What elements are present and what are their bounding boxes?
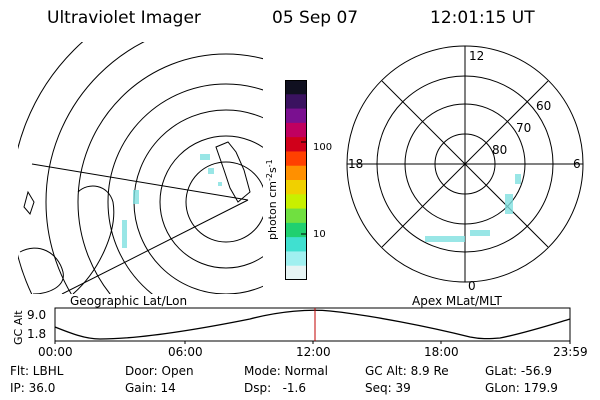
colorbar-segment <box>285 180 307 195</box>
coastline <box>215 141 251 203</box>
colorbar-segment <box>285 80 307 95</box>
colorbar-segment <box>285 137 307 152</box>
orbit-y-low: 1.8 <box>27 327 46 341</box>
glon-info: GLon: 179.9 <box>485 381 558 395</box>
colorbar-segment <box>285 208 307 224</box>
orbit-x-tick: 23:59 <box>553 345 588 359</box>
mlt-label-12: 12 <box>469 49 484 63</box>
date-label: 05 Sep 07 <box>272 8 359 28</box>
color-scale-unit: photon cm-2s-1 <box>265 159 279 240</box>
apex-polar-plot: 12 18 6 0 60 70 80 <box>346 45 584 293</box>
colorbar-segment <box>285 108 307 124</box>
orbit-altitude-plot: GC Alt 9.0 1.8 <box>12 307 571 345</box>
aurora-emission <box>122 154 222 248</box>
latitude-circle <box>77 53 263 294</box>
colorbar-segment <box>285 122 307 138</box>
instrument-title: Ultraviolet Imager <box>47 8 201 28</box>
orbit-x-tick: 00:00 <box>38 345 73 359</box>
colorbar-segment <box>285 222 307 238</box>
orbit-ylabel: GC Alt <box>12 310 25 345</box>
coastline <box>19 247 64 294</box>
orbit-x-tick: 12:00 <box>296 345 331 359</box>
orbit-plot-frame <box>54 307 571 342</box>
colorbar-segment <box>285 237 307 252</box>
polar-panel-label: Apex MLat/MLT <box>412 294 502 308</box>
orbit-x-tick: 18:00 <box>424 345 459 359</box>
colorbar-segment <box>285 194 307 210</box>
svg-text:photon cm-2s-1: photon cm-2s-1 <box>265 159 279 240</box>
orbit-x-tick: 06:00 <box>168 345 203 359</box>
dsp-info: Dsp: -1.6 <box>244 381 307 395</box>
mlt-label-0: 0 <box>468 279 476 293</box>
gain-info: Gain: 14 <box>125 381 176 395</box>
coastline <box>72 185 115 294</box>
mlt-label-18: 18 <box>348 157 363 171</box>
filter-info: Flt: LBHL <box>10 364 64 378</box>
ip-info: IP: 36.0 <box>10 381 56 395</box>
gc-alt-info: GC Alt: 8.9 Re <box>365 364 449 378</box>
colorbar-tick-high: 100 <box>313 142 333 153</box>
mlat-label-70: 70 <box>516 121 531 135</box>
time-label: 12:01:15 UT <box>430 8 535 28</box>
aurora-emission <box>425 174 521 242</box>
colorbar-segment <box>285 265 307 280</box>
latitude-circle <box>45 42 145 294</box>
orbit-y-high: 9.0 <box>27 308 46 322</box>
seq-info: Seq: 39 <box>365 381 411 395</box>
color-scale-bar <box>285 80 307 280</box>
mlat-label-80: 80 <box>492 143 507 157</box>
latitude-circle <box>159 135 263 269</box>
colorbar-segment <box>285 251 307 267</box>
coastline <box>23 190 35 215</box>
glat-info: GLat: -56.9 <box>485 364 552 378</box>
orbit-altitude-curve <box>54 309 571 340</box>
door-info: Door: Open <box>125 364 194 378</box>
mlat-label-60: 60 <box>536 99 551 113</box>
latitude-circle <box>107 83 263 294</box>
mlt-line <box>381 80 549 248</box>
colorbar-segment <box>285 165 307 181</box>
geo-panel-label: Geographic Lat/Lon <box>70 294 188 308</box>
fov-edge-line <box>61 199 249 294</box>
colorbar-segment <box>285 94 307 110</box>
fov-edge-line <box>31 163 249 201</box>
colorbar-segment <box>285 151 307 167</box>
colorbar-tick-low: 10 <box>313 229 326 240</box>
mlt-label-6: 6 <box>573 157 581 171</box>
latitude-circle <box>185 161 263 243</box>
geographic-map <box>18 42 263 294</box>
mode-info: Mode: Normal <box>244 364 328 378</box>
